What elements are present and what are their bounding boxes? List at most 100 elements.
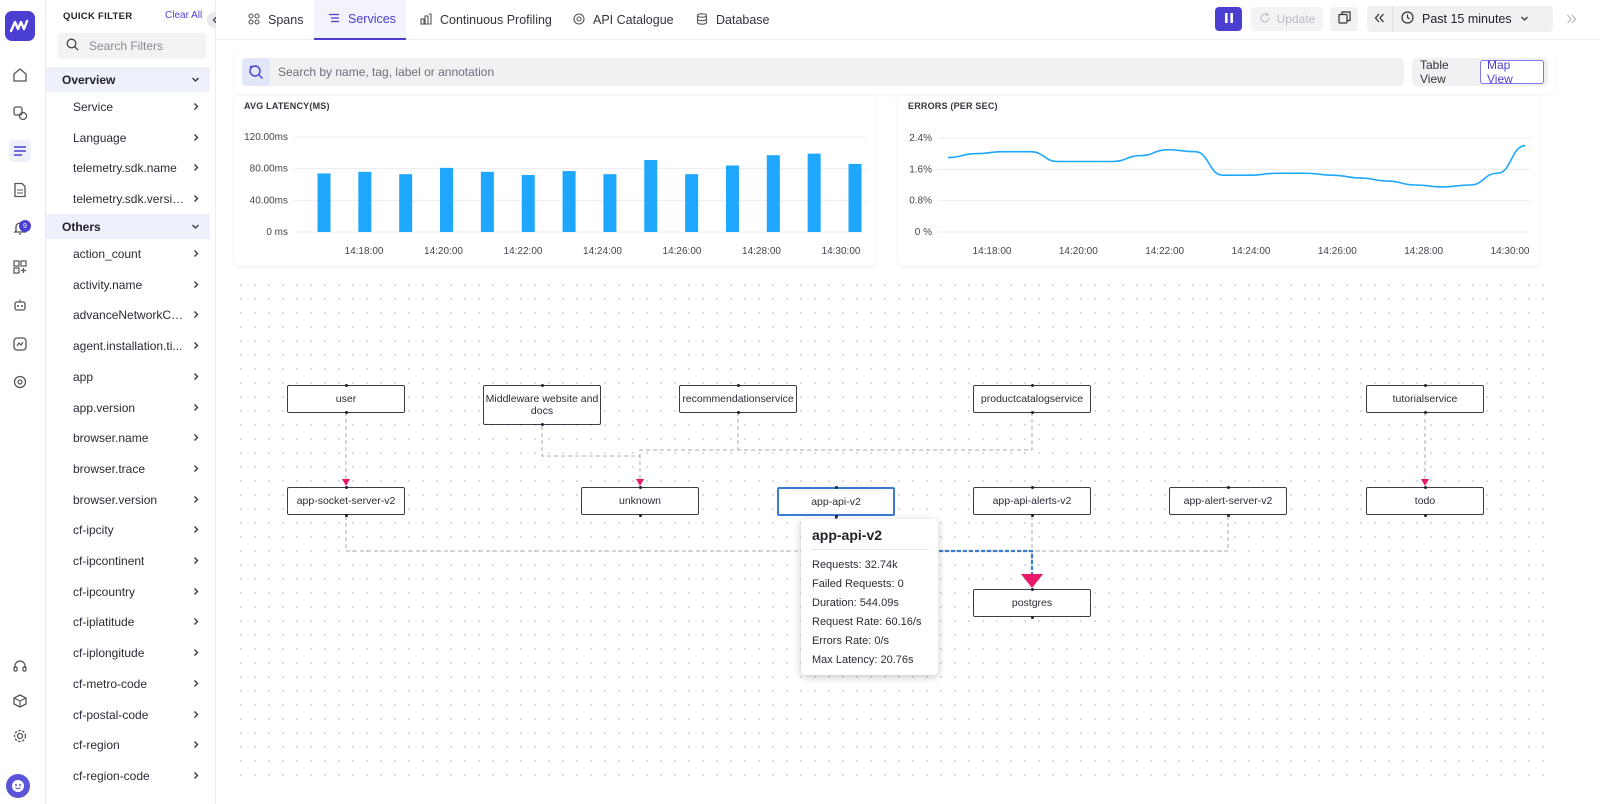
node-handle [1424, 384, 1427, 387]
latency-bar[interactable] [685, 174, 699, 232]
brand-logo[interactable] [5, 11, 35, 41]
filter-item[interactable]: app.version [46, 394, 210, 422]
bot-icon[interactable] [9, 294, 31, 316]
filter-item[interactable]: cf-metro-code [46, 670, 210, 698]
clear-all-link[interactable]: Clear All [165, 10, 203, 21]
infrastructure-icon[interactable] [9, 102, 31, 124]
node-recommendationservice[interactable]: recommendationservice [679, 385, 797, 413]
support-icon[interactable] [9, 655, 31, 677]
latency-bar[interactable] [521, 175, 535, 232]
node-user[interactable]: user [287, 385, 405, 413]
apm-icon[interactable] [9, 140, 31, 162]
node-unknown[interactable]: unknown [581, 487, 699, 515]
logs-icon[interactable] [9, 179, 31, 201]
filter-item[interactable]: telemetry.sdk.name [46, 154, 210, 182]
overview-section-header[interactable]: Overview [46, 67, 210, 92]
map-view-button[interactable]: Map View [1480, 58, 1544, 86]
node-app-socket-server-v2[interactable]: app-socket-server-v2 [287, 487, 405, 515]
chevron-right-icon [192, 370, 200, 384]
time-range-picker[interactable]: Past 15 minutes [1367, 6, 1553, 32]
update-label: Update [1276, 12, 1316, 26]
tab-database[interactable]: Database [696, 0, 786, 40]
errors-series-line[interactable] [947, 145, 1526, 188]
pause-button[interactable] [1215, 7, 1242, 31]
filter-item[interactable]: cf-ipcountry [46, 578, 210, 606]
filter-item[interactable]: Service [46, 93, 210, 121]
chevron-right-icon [192, 339, 200, 353]
node-postgres[interactable]: postgres [973, 589, 1091, 617]
latency-bar[interactable] [644, 159, 658, 232]
tab-spans[interactable]: Spans [234, 0, 310, 40]
next-range-button[interactable] [1559, 7, 1583, 31]
latency-bar[interactable] [562, 171, 576, 232]
user-avatar[interactable] [6, 774, 30, 798]
node-handle [835, 486, 838, 489]
filter-item-label: browser.name [73, 431, 149, 446]
latency-bar[interactable] [848, 163, 862, 232]
filter-item[interactable]: browser.name [46, 424, 210, 452]
filter-item[interactable]: cf-iplatitude [46, 608, 210, 636]
others-section-header[interactable]: Others [46, 214, 210, 239]
filter-item[interactable]: agent.installation.ti... [46, 332, 210, 360]
node-handle [1424, 411, 1427, 414]
edge-arrow-highlight [1021, 574, 1043, 588]
settings-icon[interactable] [9, 725, 31, 747]
services-search-input[interactable] [278, 65, 1378, 79]
time-range-display[interactable]: Past 15 minutes [1393, 11, 1537, 27]
filter-item[interactable]: cf-postal-code [46, 701, 210, 729]
tooltip-failed-requests: Failed Requests: 0 [812, 578, 904, 590]
latency-bar[interactable] [480, 171, 494, 232]
tooltip-max-latency: Max Latency: 20.76s [812, 654, 914, 666]
node-handle [345, 514, 348, 517]
tab-services[interactable]: Services [314, 0, 406, 40]
integrations-icon[interactable] [9, 690, 31, 712]
node-tutorialservice[interactable]: tutorialservice [1366, 385, 1484, 413]
filter-item[interactable]: Language [46, 124, 210, 152]
tab-api-catalogue[interactable]: API Catalogue [573, 0, 685, 40]
filter-item[interactable]: cf-region [46, 731, 210, 759]
update-button[interactable]: Update [1251, 7, 1323, 31]
filter-item[interactable]: action_count [46, 240, 210, 268]
filter-item[interactable]: telemetry.sdk.version [46, 185, 210, 213]
x-tick-label: 14:24:00 [1232, 246, 1271, 257]
latency-bar[interactable] [725, 165, 739, 233]
filter-item-label: app [73, 369, 94, 384]
copy-button[interactable] [1330, 7, 1358, 31]
filter-item[interactable]: cf-ipcity [46, 516, 210, 544]
filter-item[interactable]: browser.trace [46, 455, 210, 483]
previous-range-button[interactable] [1367, 6, 1393, 32]
filter-item[interactable]: browser.version [46, 486, 210, 514]
latency-bar[interactable] [399, 174, 413, 232]
node-middleware-website[interactable]: Middleware website and docs [483, 385, 601, 425]
chevron-right-icon [192, 523, 200, 537]
node-app-api-v2[interactable]: app-api-v2 [777, 487, 895, 516]
filter-item[interactable]: cf-region-code [46, 762, 210, 790]
dashboards-icon[interactable] [9, 256, 31, 278]
table-view-button[interactable]: Table View [1420, 58, 1449, 86]
tab-continuous-profiling[interactable]: Continuous Profiling [420, 0, 560, 40]
filter-item[interactable]: app [46, 363, 210, 391]
synthetics-icon[interactable] [9, 333, 31, 355]
filter-item[interactable]: cf-iplongitude [46, 639, 210, 667]
node-handle [541, 384, 544, 387]
x-tick-label: 14:20:00 [424, 246, 463, 257]
filter-item[interactable]: advanceNetworkCa... [46, 301, 210, 329]
home-icon[interactable] [9, 64, 31, 86]
filter-item[interactable]: activity.name [46, 271, 210, 299]
tooltip-title: app-api-v2 [812, 527, 927, 550]
node-app-alert-server-v2[interactable]: app-alert-server-v2 [1169, 487, 1287, 515]
latency-bar[interactable] [440, 167, 454, 232]
node-app-api-alerts-v2[interactable]: app-api-alerts-v2 [973, 487, 1091, 515]
filter-item[interactable]: cf-ipcontinent [46, 547, 210, 575]
latency-bar[interactable] [807, 153, 821, 232]
latency-bar[interactable] [603, 174, 617, 232]
latency-bar[interactable] [317, 173, 331, 232]
node-productcatalogservice[interactable]: productcatalogservice [973, 385, 1091, 413]
filter-search-input[interactable] [89, 39, 197, 53]
node-todo[interactable]: todo [1366, 487, 1484, 515]
latency-bar[interactable] [766, 155, 780, 232]
latency-bar[interactable] [358, 171, 372, 232]
settings-chip-icon[interactable] [9, 371, 31, 393]
filter-item-label: cf-postal-code [73, 707, 149, 722]
